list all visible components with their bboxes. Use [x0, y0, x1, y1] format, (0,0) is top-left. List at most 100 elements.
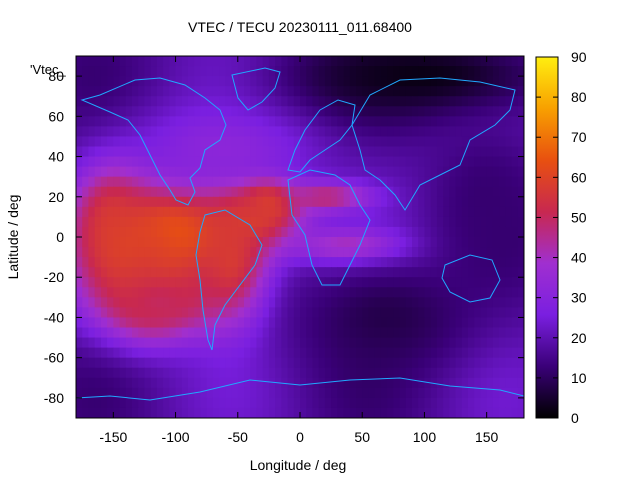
- heatmap-cell-891: [244, 176, 251, 188]
- heatmap-cell-1806: [113, 307, 121, 319]
- heatmap-cell-1903: [268, 317, 276, 329]
- heatmap-cell-1235: [144, 226, 152, 238]
- heatmap-cell-1268: [349, 226, 357, 238]
- heatmap-cell-839: [368, 166, 376, 178]
- heatmap-cell-2046: [262, 337, 270, 349]
- heatmap-cell-1967: [219, 327, 226, 339]
- heatmap-cell-697: [380, 146, 388, 158]
- heatmap-cell-564: [449, 126, 457, 138]
- heatmap-cell-2423: [368, 387, 376, 399]
- heatmap-cell-209: [480, 76, 488, 87]
- heatmap-cell-33: [281, 56, 289, 67]
- heatmap-cell-595: [194, 136, 202, 148]
- heatmap-cell-488: [424, 116, 432, 127]
- heatmap-cell-416: [424, 106, 432, 117]
- heatmap-cell-1857: [430, 307, 438, 319]
- heatmap-cell-931: [492, 176, 500, 188]
- heatmap-cell-2206: [362, 357, 370, 369]
- heatmap-cell-1842: [337, 307, 345, 319]
- heatmap-cell-1163: [144, 216, 152, 228]
- heatmap-cell-257: [331, 86, 338, 97]
- heatmap-cell-1671: [169, 287, 177, 298]
- heatmap-cell-396: [300, 106, 307, 117]
- heatmap-cell-1827: [244, 307, 251, 319]
- heatmap-cell-517: [156, 126, 164, 138]
- heatmap-cell-473: [331, 116, 338, 127]
- heatmap-cell-1086: [113, 206, 121, 218]
- heatmap-cell-1803: [94, 307, 102, 319]
- heatmap-cell-1176: [225, 216, 233, 228]
- heatmap-cell-1028: [200, 196, 208, 208]
- heatmap-cell-1567: [418, 267, 426, 278]
- heatmap-cell-1120: [324, 206, 332, 218]
- heatmap-cell-2167: [119, 357, 127, 369]
- heatmap-cell-441: [132, 116, 139, 127]
- heatmap-cell-1972: [250, 327, 258, 339]
- heatmap-cell-1587: [94, 277, 102, 288]
- heatmap-cell-2097: [132, 347, 139, 359]
- heatmap-cell-1043: [293, 196, 301, 208]
- heatmap-cell-2280: [374, 367, 382, 379]
- heatmap-cell-983: [368, 186, 376, 198]
- heatmap-cell-581: [107, 136, 114, 148]
- heatmap-cell-2221: [455, 357, 463, 369]
- heatmap-cell-1877: [107, 317, 114, 329]
- heatmap-cell-28: [250, 56, 258, 67]
- heatmap-cell-1805: [107, 307, 114, 319]
- heatmap-cell-1976: [275, 327, 282, 339]
- heatmap-cell-477: [356, 116, 363, 127]
- heatmap-cell-862: [511, 166, 519, 178]
- heatmap-cell-464: [275, 116, 282, 127]
- heatmap-cell-1373: [107, 247, 114, 258]
- heatmap-cell-1811: [144, 307, 152, 319]
- heatmap-cell-102: [262, 66, 270, 77]
- heatmap-cell-1986: [337, 327, 345, 339]
- heatmap-cell-501: [505, 116, 513, 127]
- heatmap-cell-1496: [424, 257, 432, 268]
- heatmap-cell-712: [474, 146, 482, 158]
- heatmap-cell-1677: [206, 287, 214, 298]
- heatmap-cell-867: [94, 176, 102, 188]
- heatmap-cell-734: [163, 156, 170, 168]
- heatmap-cell-971: [293, 186, 301, 198]
- heatmap-cell-2445: [505, 387, 513, 399]
- heatmap-cell-1153: [82, 216, 90, 228]
- heatmap-cell-525: [206, 126, 214, 138]
- heatmap-cell-103: [268, 66, 276, 77]
- heatmap-cell-1337: [331, 237, 338, 248]
- heatmap-cell-408: [374, 106, 382, 117]
- coastline-antarctica: [76, 377, 524, 401]
- heatmap-cell-615: [318, 136, 326, 148]
- heatmap-cell-1716: [449, 287, 457, 298]
- heatmap-cell-1491: [393, 257, 401, 268]
- heatmap-cell-1431: [468, 247, 475, 258]
- heatmap-cell-2236: [100, 367, 108, 379]
- heatmap-cell-1573: [455, 267, 463, 278]
- heatmap-cell-2579: [443, 407, 450, 418]
- heatmap-cell-2150: [461, 347, 469, 359]
- heatmap-cell-63: [468, 56, 475, 67]
- heatmap-cell-1049: [331, 196, 338, 208]
- heatmap-cell-1258: [287, 226, 295, 238]
- heatmap-cell-1917: [356, 317, 363, 329]
- heatmap-cell-1014: [113, 196, 121, 208]
- heatmap-cell-168: [225, 76, 233, 87]
- heatmap-cell-1814: [163, 307, 170, 319]
- heatmap-cell-340: [399, 96, 407, 107]
- heatmap-cell-2414: [312, 387, 320, 399]
- heatmap-cell-2476: [250, 397, 258, 409]
- heatmap-cell-515: [144, 126, 152, 138]
- heatmap-cell-2516: [499, 397, 506, 409]
- heatmap-cell-1948: [100, 327, 108, 339]
- heatmap-cell-2522: [88, 407, 96, 418]
- heatmap-cell-2295: [468, 367, 475, 379]
- heatmap-cell-1000: [474, 186, 482, 198]
- heatmap-cell-1590: [113, 277, 121, 288]
- heatmap-cell-1356: [449, 237, 457, 248]
- heatmap-cell-854: [461, 166, 469, 178]
- y-tick-label: 20: [48, 189, 64, 205]
- heatmap-cell-1785: [430, 297, 438, 308]
- heatmap-cell-2429: [405, 387, 413, 399]
- heatmap-cell-1209: [430, 216, 438, 228]
- heatmap-cell-505: [82, 126, 90, 138]
